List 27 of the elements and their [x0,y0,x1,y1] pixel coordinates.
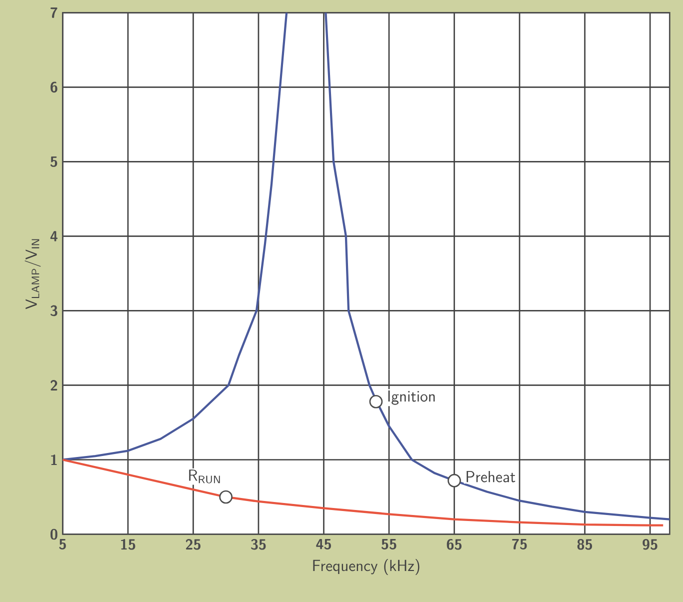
x-tick-label: 85 [577,538,592,550]
y-tick-label: 7 [50,7,58,18]
x-tick-label: 15 [121,538,136,550]
line-series [62,458,664,526]
point [369,394,383,408]
y-tick-label: 6 [50,82,58,92]
x-axis-title: Frequency (kHz) [313,558,420,575]
x-tick-label: 35 [251,538,266,550]
x-tick-label: 25 [186,538,200,550]
x-tick-label: 55 [381,538,396,550]
y-tick-label: 0 [50,528,58,540]
y-axis-title: V$_{LAMP}$/V$_{IN}$ [24,239,41,310]
y-tick-label: 4 [50,230,58,242]
y-tick-label: 5 [50,156,58,167]
x-tick-label: 5 [59,538,66,550]
x-tick-label: 65 [446,538,462,550]
annotation: R$_{RUN}$ [189,470,220,484]
annotation: Ignition [388,390,435,405]
point [219,490,233,504]
x-tick-label: 75 [512,538,527,550]
annotation: Preheat [466,470,516,482]
point [448,474,461,488]
y-tick-label: 2 [50,380,58,390]
x-tick-label: 95 [642,538,658,550]
y-tick-label: 3 [50,305,58,316]
x-tick-label: 45 [316,538,331,550]
y-tick-label: 1 [51,454,57,465]
